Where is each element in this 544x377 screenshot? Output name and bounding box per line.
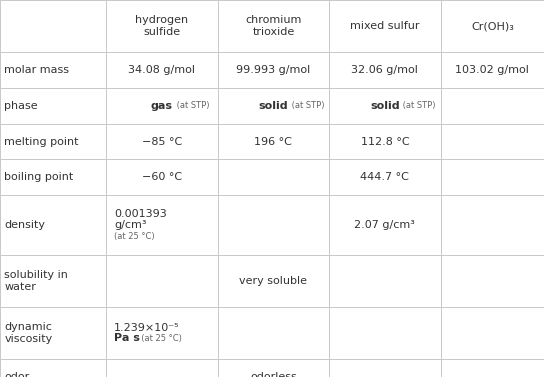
Text: 1.239×10⁻⁵: 1.239×10⁻⁵ [114, 323, 180, 333]
Text: (at STP): (at STP) [174, 101, 209, 110]
Text: dynamic
viscosity: dynamic viscosity [4, 322, 53, 344]
Text: solubility in
water: solubility in water [4, 270, 68, 292]
Text: hydrogen
sulfide: hydrogen sulfide [135, 15, 188, 37]
Text: odor: odor [4, 372, 29, 377]
Text: (at STP): (at STP) [288, 101, 324, 110]
Text: boiling point: boiling point [4, 172, 73, 182]
Text: 0.001393: 0.001393 [114, 209, 167, 219]
Text: Pa s: Pa s [114, 333, 140, 343]
Text: solid: solid [370, 101, 400, 111]
Text: (at 25 °C): (at 25 °C) [136, 334, 182, 343]
Text: gas: gas [151, 101, 173, 111]
Text: (at STP): (at STP) [400, 101, 436, 110]
Text: mixed sulfur: mixed sulfur [350, 21, 419, 31]
Text: phase: phase [4, 101, 38, 111]
Text: 2.07 g/cm³: 2.07 g/cm³ [355, 220, 415, 230]
Text: molar mass: molar mass [4, 65, 69, 75]
Text: −60 °C: −60 °C [142, 172, 182, 182]
Text: 103.02 g/mol: 103.02 g/mol [455, 65, 529, 75]
Text: odorless: odorless [250, 372, 296, 377]
Text: g/cm³: g/cm³ [114, 220, 147, 230]
Text: chromium
trioxide: chromium trioxide [245, 15, 301, 37]
Text: melting point: melting point [4, 136, 79, 147]
Text: (at 25 °C): (at 25 °C) [114, 232, 155, 241]
Text: 196 °C: 196 °C [255, 136, 292, 147]
Text: 112.8 °C: 112.8 °C [361, 136, 409, 147]
Text: 34.08 g/mol: 34.08 g/mol [128, 65, 195, 75]
Text: density: density [4, 220, 45, 230]
Text: 444.7 °C: 444.7 °C [361, 172, 409, 182]
Text: Cr(OH)₃: Cr(OH)₃ [471, 21, 514, 31]
Text: 99.993 g/mol: 99.993 g/mol [236, 65, 311, 75]
Text: very soluble: very soluble [239, 276, 307, 286]
Text: 32.06 g/mol: 32.06 g/mol [351, 65, 418, 75]
Text: solid: solid [258, 101, 288, 111]
Text: −85 °C: −85 °C [142, 136, 182, 147]
